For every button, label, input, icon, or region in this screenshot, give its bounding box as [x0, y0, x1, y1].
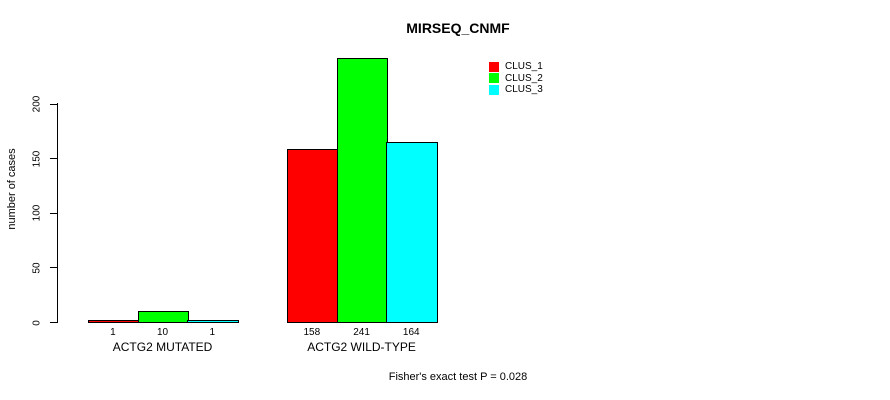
chart-title: MIRSEQ_CNMF — [406, 20, 510, 36]
legend-swatch-clus_1 — [489, 61, 499, 72]
bar-value-label: 10 — [156, 327, 169, 338]
legend-item: CLUS_1 — [489, 61, 543, 73]
bar-value-label: 158 — [303, 327, 321, 338]
y-tick-mark — [50, 212, 57, 214]
legend-label: CLUS_3 — [505, 84, 543, 96]
bar-clus_2-wildtype — [336, 58, 389, 324]
bar-value-label: 241 — [353, 327, 370, 338]
legend-swatch-clus_2 — [489, 73, 499, 84]
legend-label: CLUS_2 — [505, 72, 543, 84]
pvalue-annotation: Fisher's exact test P = 0.028 — [388, 371, 528, 383]
y-tick-label: 100 — [31, 204, 43, 222]
y-tick-mark — [50, 103, 57, 105]
y-axis-label: number of cases — [6, 148, 18, 230]
legend-swatch-clus_3 — [489, 84, 499, 95]
bar-clus_1-mutated — [88, 320, 140, 324]
bar-value-label: 1 — [110, 327, 116, 338]
bar-value-label: 1 — [209, 327, 216, 338]
y-tick-label: 50 — [31, 262, 43, 274]
group-label: ACTG2 WILD-TYPE — [307, 340, 416, 354]
legend-label: CLUS_1 — [505, 61, 543, 73]
bar-value-label: 164 — [402, 327, 420, 338]
legend-item: CLUS_2 — [489, 73, 543, 85]
y-tick-mark — [50, 322, 57, 323]
legend: CLUS_1 CLUS_2 CLUS_3 — [489, 61, 543, 96]
group-label: ACTG2 MUTATED — [112, 340, 213, 354]
bar-clus_1-wildtype — [287, 148, 339, 324]
y-tick-label: 150 — [31, 150, 43, 167]
y-tick-label: 0 — [31, 319, 43, 326]
y-tick-label: 200 — [31, 95, 43, 113]
bar-clus_2-mutated — [137, 310, 190, 324]
bar-clus_3-wildtype — [386, 142, 439, 324]
y-tick-mark — [50, 158, 57, 160]
legend-item: CLUS_3 — [489, 84, 543, 96]
bar-clus_3-mutated — [187, 320, 240, 324]
y-tick-mark — [50, 267, 57, 269]
y-axis-line — [57, 103, 58, 323]
